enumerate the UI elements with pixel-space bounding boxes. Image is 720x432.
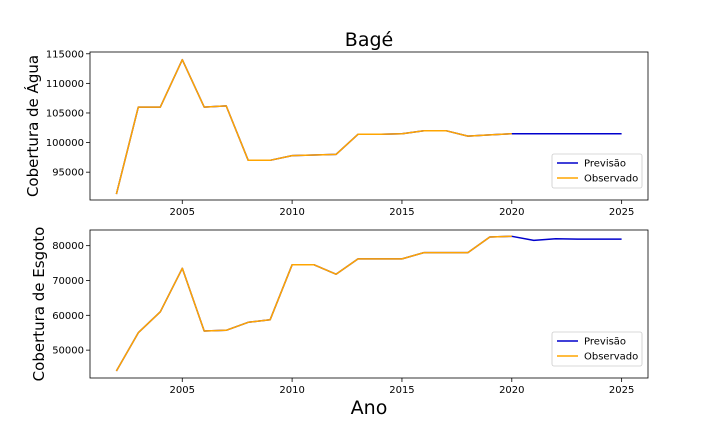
x-tick-label: 2005 <box>170 207 195 218</box>
x-tick-label: 2025 <box>609 385 634 396</box>
x-tick-label: 2010 <box>279 385 304 396</box>
chart-title: Bagé <box>345 29 393 51</box>
y-tick-label: 50000 <box>52 346 84 357</box>
y-axis-label: Cobertura de Água <box>23 55 42 197</box>
plot-frame <box>89 229 649 379</box>
y-tick-label: 70000 <box>52 276 84 287</box>
y-tick-label: 110000 <box>46 79 84 90</box>
x-tick-label: 2010 <box>279 207 304 218</box>
y-tick-label: 95000 <box>52 168 84 179</box>
x-tick-label: 2020 <box>499 207 524 218</box>
legend-label-previsao: Previsão <box>584 159 626 170</box>
x-tick-label: 2015 <box>389 385 414 396</box>
y-tick-label: 105000 <box>46 108 84 119</box>
panel-agua: 2005 2010 2015 2020 2025 95000 100000 105000 110… <box>23 49 649 218</box>
legend: Previsão Observado <box>551 331 643 367</box>
plot-frame <box>89 51 649 201</box>
legend-label-observado: Observado <box>584 352 638 363</box>
series-line-previsao <box>115 235 622 372</box>
x-tick-label: 2015 <box>389 207 414 218</box>
y-axis-label: Cobertura de Esgoto <box>30 227 48 382</box>
x-tick-label: 2005 <box>170 385 195 396</box>
series-line-observado <box>115 235 512 372</box>
series-line-observado <box>115 58 512 195</box>
panel-esgoto: 2005 2010 2015 2020 2025 50000 60000 70000 80000… <box>30 227 649 396</box>
legend-label-previsao: Previsão <box>584 337 626 348</box>
y-tick-label: 100000 <box>46 138 84 149</box>
y-tick-label: 115000 <box>46 49 84 60</box>
y-tick-label: 80000 <box>52 241 84 252</box>
y-tick-label: 60000 <box>52 311 84 322</box>
legend: Previsão Observado <box>551 153 643 189</box>
legend-label-observado: Observado <box>584 174 638 185</box>
x-tick-label: 2020 <box>499 385 524 396</box>
x-tick-label: 2025 <box>609 207 634 218</box>
x-axis-label: Ano <box>351 397 388 419</box>
